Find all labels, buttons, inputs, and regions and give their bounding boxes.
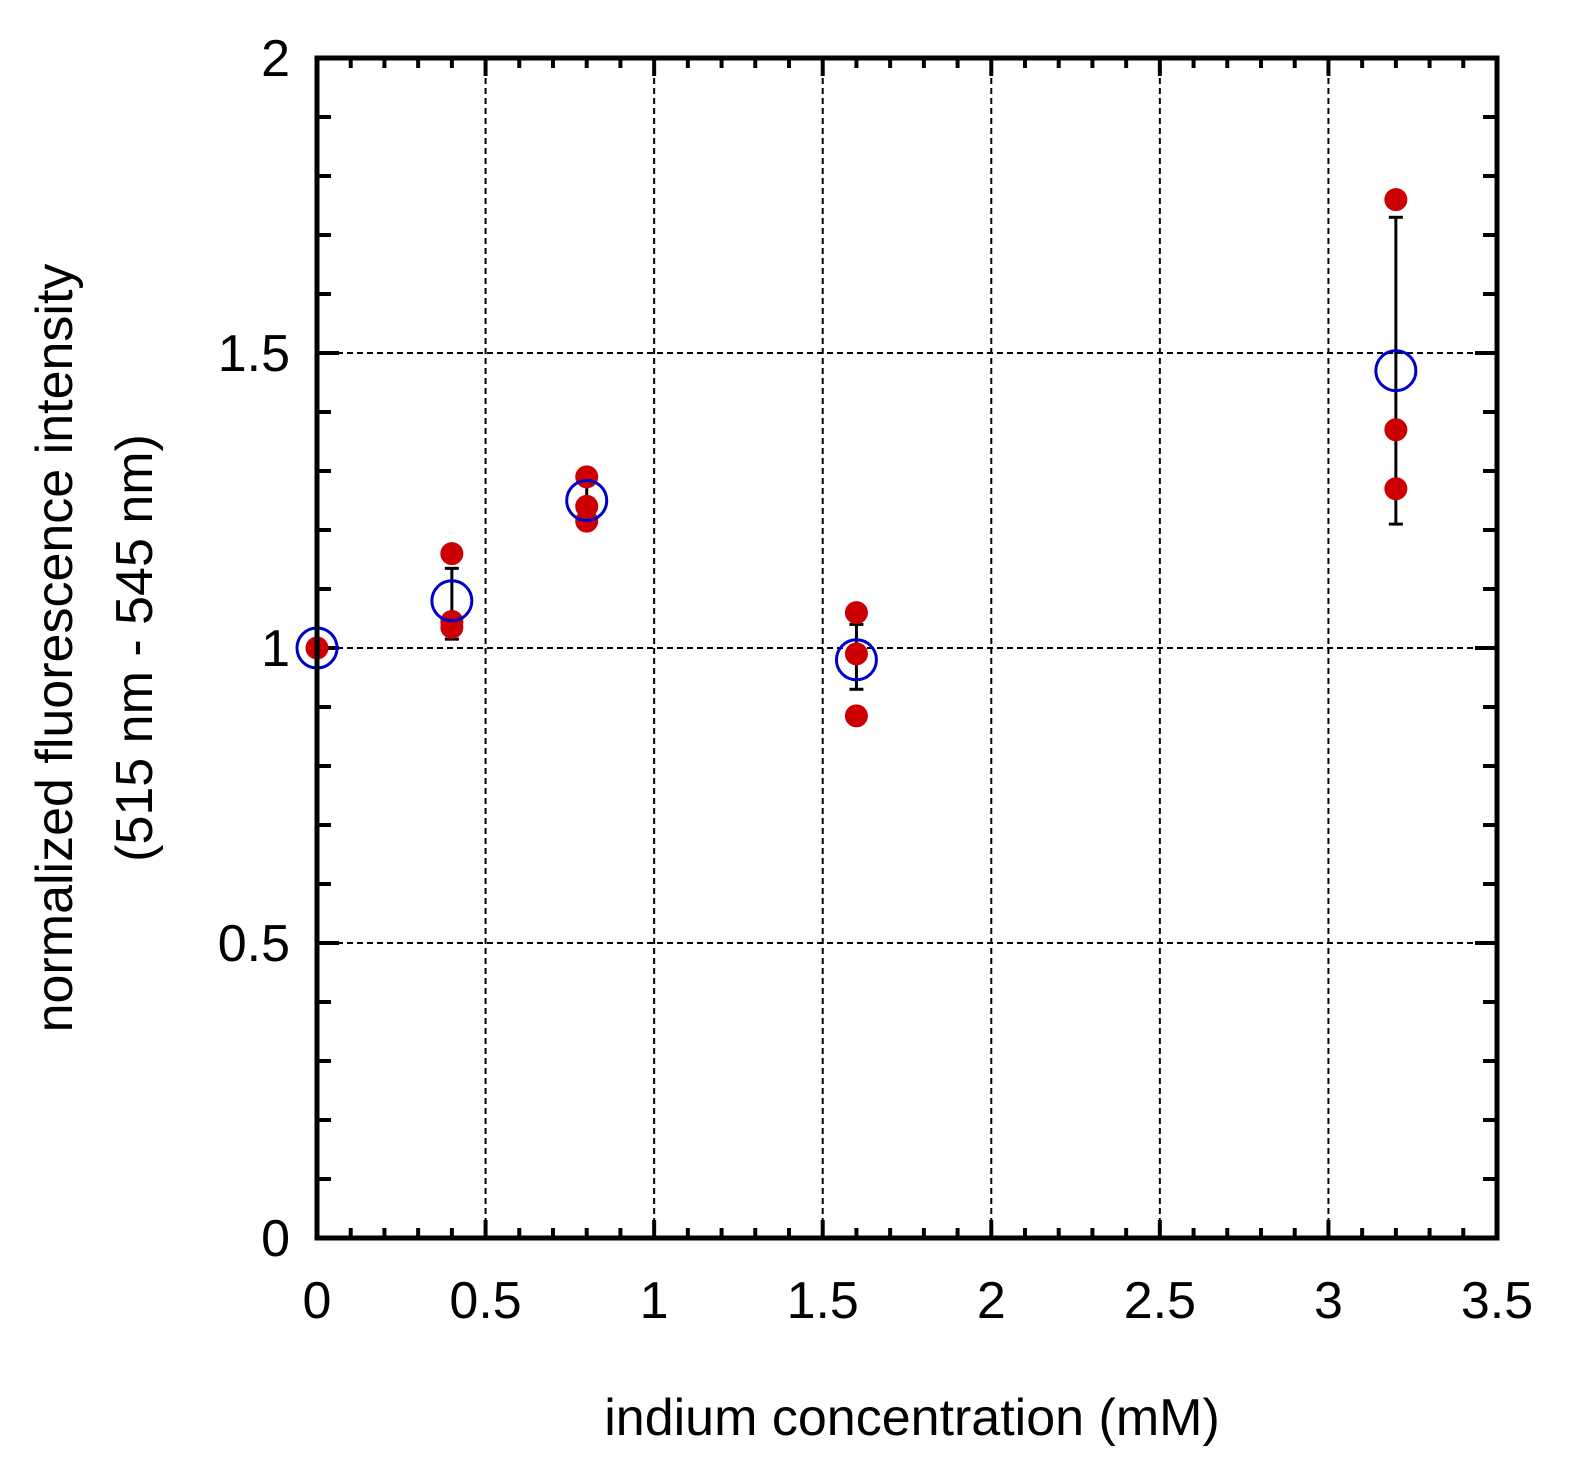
grid-layer (317, 58, 1497, 1238)
measurement-point (1384, 418, 1408, 442)
x-tick-label: 2.5 (1124, 1272, 1196, 1330)
x-tick-label: 3 (1314, 1272, 1343, 1330)
y-tick-label: 2 (261, 30, 290, 88)
measurement-point (1384, 477, 1408, 501)
y-axis-title-line2: (515 nm - 545 nm) (106, 434, 164, 862)
x-axis-title: indium concentration (mM) (604, 1389, 1220, 1447)
data-layer (295, 188, 1418, 728)
y-tick-label: 1.5 (218, 325, 290, 383)
plot-frame (314, 55, 1500, 1241)
y-tick-label: 1 (261, 620, 290, 678)
y-axis-title-line1: normalized fluorescence intensity (26, 264, 84, 1033)
y-tick-label: 0 (261, 1210, 290, 1268)
x-tick-label: 2 (977, 1272, 1006, 1330)
label-layer: 0 0.5 1 1.5 2 2.5 3 3.5 0 0.5 1 1.5 2 (218, 30, 1533, 1330)
mean-point (565, 479, 609, 522)
measurement-point (575, 465, 599, 489)
measurement-point (844, 704, 868, 728)
measurement-point (440, 542, 464, 566)
measurement-point (844, 601, 868, 625)
x-tick-label: 1 (640, 1272, 669, 1330)
x-tick-label: 0 (303, 1272, 332, 1330)
x-tick-label: 3.5 (1461, 1272, 1533, 1330)
mean-point (834, 638, 878, 682)
x-tick-label: 1.5 (787, 1272, 859, 1330)
mean-point (1374, 349, 1418, 393)
mean-point (430, 579, 474, 623)
y-tick-label: 0.5 (218, 915, 290, 973)
x-tick-label: 0.5 (449, 1272, 521, 1330)
measurement-point (440, 615, 464, 639)
measurement-point (844, 642, 868, 666)
measurement-point (1384, 188, 1408, 212)
